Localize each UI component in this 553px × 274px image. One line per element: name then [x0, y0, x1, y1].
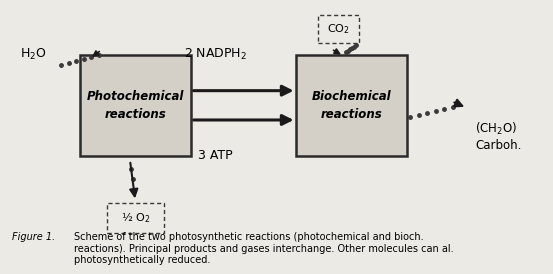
FancyBboxPatch shape	[296, 55, 408, 156]
Text: Biochemical
reactions: Biochemical reactions	[312, 90, 392, 121]
FancyBboxPatch shape	[107, 202, 164, 233]
Text: Photochemical
reactions: Photochemical reactions	[87, 90, 184, 121]
FancyBboxPatch shape	[318, 15, 359, 43]
Text: CO$_2$: CO$_2$	[327, 22, 349, 36]
Text: ½ O$_2$: ½ O$_2$	[121, 210, 150, 225]
Text: Scheme of the two photosynthetic reactions (photochemical and bioch.
reactions).: Scheme of the two photosynthetic reactio…	[75, 232, 454, 265]
Text: 2 NADPH$_2$: 2 NADPH$_2$	[184, 47, 247, 62]
Text: (CH$_2$O)
Carboh.: (CH$_2$O) Carboh.	[475, 121, 521, 152]
Text: H$_2$O: H$_2$O	[20, 47, 47, 62]
FancyBboxPatch shape	[80, 55, 191, 156]
Text: 3 ATP: 3 ATP	[198, 149, 232, 162]
Text: Figure 1.: Figure 1.	[12, 232, 55, 242]
